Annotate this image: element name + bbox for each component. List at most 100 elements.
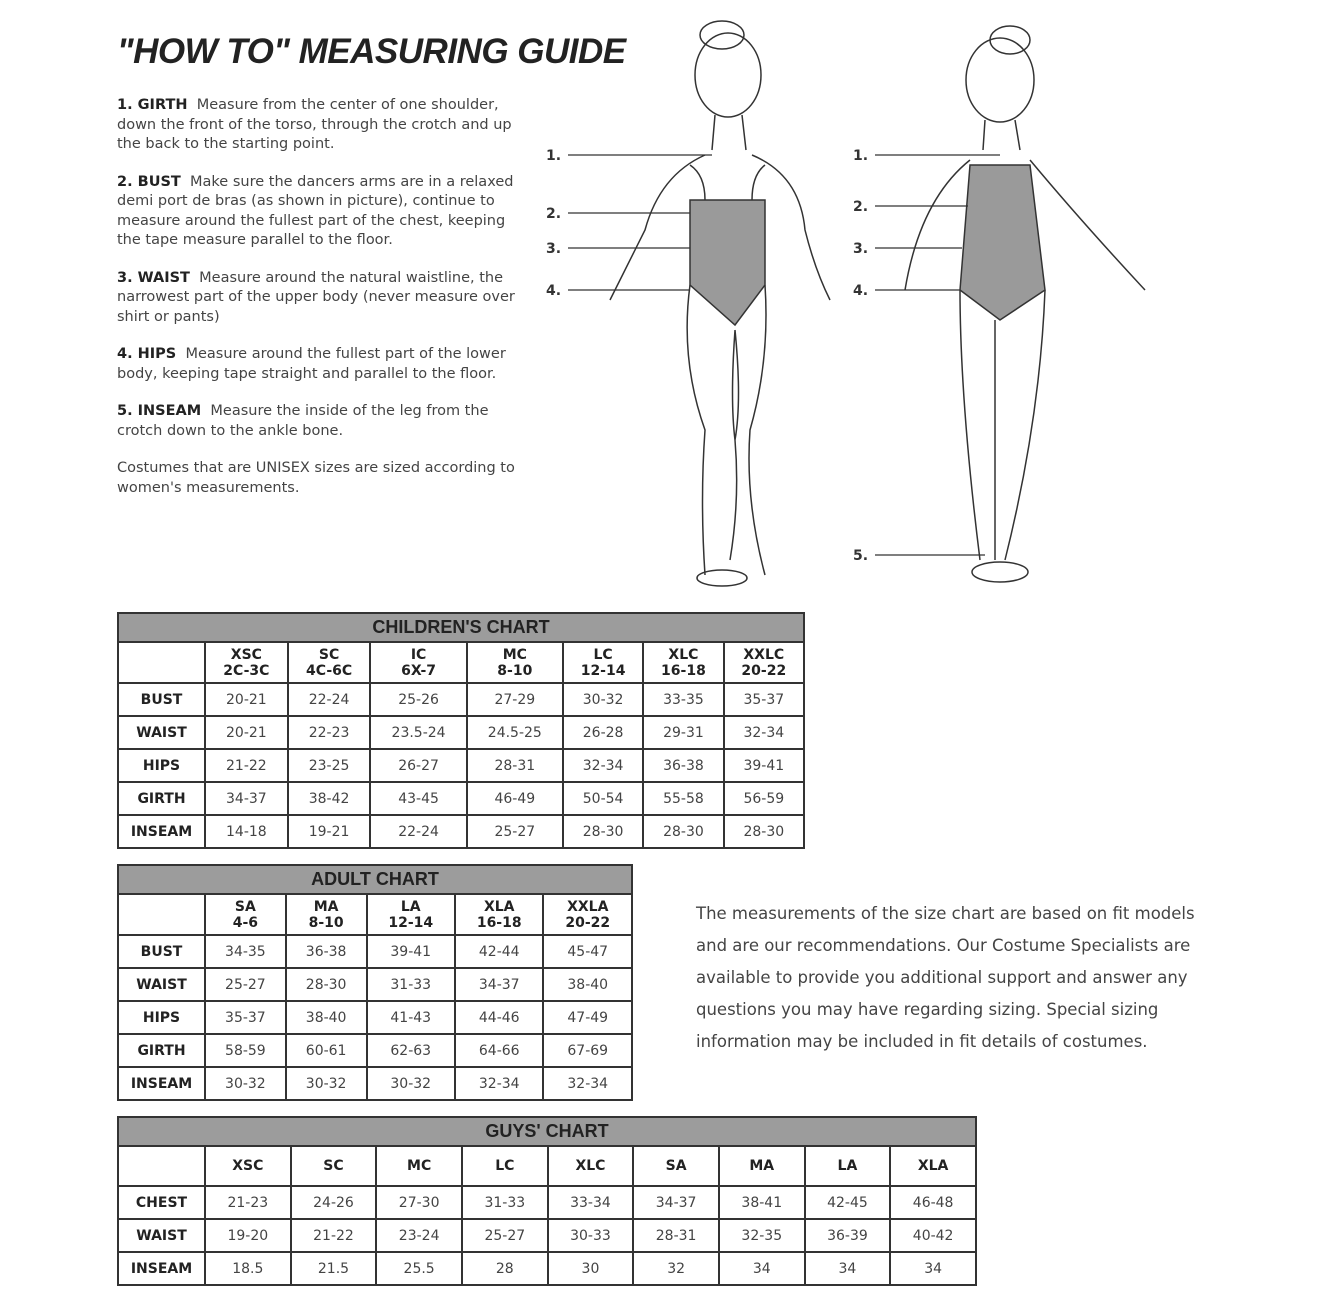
size-code: MA: [749, 1158, 775, 1174]
measurement-cell: 22-23: [286, 715, 372, 750]
front-label-3: 3.: [546, 241, 561, 257]
empty-corner-cell: [117, 1145, 206, 1187]
size-range: 16-18: [661, 662, 706, 679]
measurement-cell: 20-21: [204, 715, 289, 750]
row-label: HIPS: [117, 1000, 206, 1035]
measurement-cell: 28-30: [722, 814, 806, 849]
size-code: MA: [313, 898, 339, 915]
measurement-cell: 19-20: [204, 1218, 292, 1253]
measurement-cell: 34: [717, 1251, 806, 1286]
size-header-cell: MA: [717, 1145, 806, 1187]
measurement-cell: 38-40: [542, 967, 633, 1002]
measurement-cell: 64-66: [453, 1033, 545, 1068]
measurement-cell: 30-33: [546, 1218, 635, 1253]
measurement-cell: 34-37: [632, 1185, 720, 1220]
table-row: INSEAM 30-32 30-32 30-32 32-34 32-34: [117, 1066, 633, 1101]
size-code: XLC: [575, 1158, 606, 1174]
size-header-row: XSC SC MC LC XLC SA MA LA XLA: [117, 1145, 977, 1187]
front-measure-lines: [568, 154, 712, 291]
table-row: WAIST 19-20 21-22 23-24 25-27 30-33 28-31 32-35…: [117, 1218, 977, 1253]
measurement-cell: 28-31: [465, 748, 564, 783]
measurement-cell: 23-24: [375, 1218, 463, 1253]
measurement-cell: 21-22: [289, 1218, 378, 1253]
measurement-cell: 34-37: [453, 967, 545, 1002]
measurement-cell: 20-21: [204, 682, 289, 717]
size-header-cell: XXLA 20-22: [542, 893, 633, 936]
measurement-cell: 27-30: [375, 1185, 463, 1220]
measurement-cell: 28-30: [561, 814, 645, 849]
measurement-cell: 26-28: [561, 715, 645, 750]
measurement-cell: 28-30: [284, 967, 368, 1002]
measurement-cell: 32: [632, 1251, 720, 1286]
row-label: INSEAM: [117, 1066, 206, 1101]
measurement-cell: 39-41: [722, 748, 806, 783]
measurement-cell: 32-35: [717, 1218, 806, 1253]
size-code: SA: [665, 1158, 687, 1174]
measurement-cell: 67-69: [542, 1033, 633, 1068]
size-header-cell: SA 4-6: [204, 893, 287, 936]
page-title: "HOW TO" MEASURING GUIDE: [117, 32, 626, 71]
size-range: 20-22: [741, 662, 787, 679]
step-inseam: 5. INSEAM Measure the inside of the leg …: [117, 403, 489, 439]
measurement-cell: 38-41: [717, 1185, 806, 1220]
step-hips: 4. HIPS Measure around the fullest part …: [117, 346, 506, 382]
measurement-cell: 56-59: [722, 781, 806, 816]
size-code: MC: [502, 646, 527, 663]
size-code: SC: [323, 1158, 344, 1174]
measurement-cell: 21.5: [289, 1251, 378, 1286]
measurement-cell: 35-37: [204, 1000, 287, 1035]
measurement-cell: 28: [460, 1251, 549, 1286]
measuring-instructions: 1. GIRTH Measure from the center of one …: [117, 96, 527, 516]
fit-note: The measurements of the size chart are b…: [696, 904, 1195, 1051]
measurement-cell: 26-27: [369, 748, 468, 783]
chart-title: GUYS' CHART: [117, 1116, 977, 1147]
measurement-cell: 43-45: [369, 781, 468, 816]
chart-title-row: CHILDREN'S CHART: [117, 612, 805, 643]
size-header-cell: MC: [375, 1145, 463, 1187]
measurement-cell: 25-27: [465, 814, 564, 849]
size-code: XLC: [668, 646, 699, 663]
row-label: CHEST: [117, 1185, 206, 1220]
size-range: 2C-3C: [223, 662, 270, 679]
size-header-cell: LC 12-14: [561, 641, 645, 684]
measurement-cell: 25-27: [460, 1218, 549, 1253]
size-code: XXLC: [743, 646, 785, 663]
front-label-2: 2.: [546, 206, 561, 222]
measurement-cell: 32-34: [561, 748, 645, 783]
size-header-cell: XXLC 20-22: [722, 641, 806, 684]
table-row: BUST 34-35 36-38 39-41 42-44 45-47: [117, 934, 633, 969]
measurement-cell: 31-33: [460, 1185, 549, 1220]
measurement-cell: 42-45: [803, 1185, 892, 1220]
size-code: MC: [407, 1158, 432, 1174]
measurement-cell: 50-54: [561, 781, 645, 816]
row-label: INSEAM: [117, 814, 206, 849]
side-label-2: 2.: [853, 199, 868, 215]
step-girth: 1. GIRTH Measure from the center of one …: [117, 97, 512, 152]
measurement-cell: 36-39: [803, 1218, 892, 1253]
measurement-cell: 25-27: [204, 967, 287, 1002]
row-label: INSEAM: [117, 1251, 206, 1286]
table-row: CHEST 21-23 24-26 27-30 31-33 33-34 34-37 38-41…: [117, 1185, 977, 1220]
size-code: LA: [400, 898, 421, 915]
size-code: SC: [318, 646, 340, 663]
adult-size-chart: ADULT CHART SA 4-6 MA 8-10 LA 12-14 XLA 16-18 XXL…: [117, 864, 633, 1101]
measurement-cell: 22-24: [286, 682, 372, 717]
measurement-cell: 32-34: [542, 1066, 633, 1101]
size-header-cell: MA 8-10: [284, 893, 368, 936]
measurement-cell: 34-35: [204, 934, 287, 969]
measurement-cell: 21-22: [204, 748, 289, 783]
measurement-cell: 34-37: [204, 781, 289, 816]
step-waist: 3. WAIST Measure around the natural wais…: [117, 269, 515, 325]
size-range: 12-14: [388, 914, 434, 931]
size-range: 16-18: [476, 914, 522, 931]
empty-corner-cell: [117, 893, 206, 936]
guys-size-chart: GUYS' CHART XSC SC MC LC XLC SA MA LA XLA CHEST 21-…: [117, 1116, 977, 1286]
measurement-cell: 39-41: [365, 934, 456, 969]
row-label: GIRTH: [117, 781, 206, 816]
row-label: GIRTH: [117, 1033, 206, 1068]
size-code: XXLA: [567, 898, 609, 915]
measurement-cell: 36-38: [284, 934, 368, 969]
size-code: IC: [410, 646, 427, 663]
measurement-cell: 29-31: [642, 715, 725, 750]
measurement-cell: 19-21: [286, 814, 372, 849]
